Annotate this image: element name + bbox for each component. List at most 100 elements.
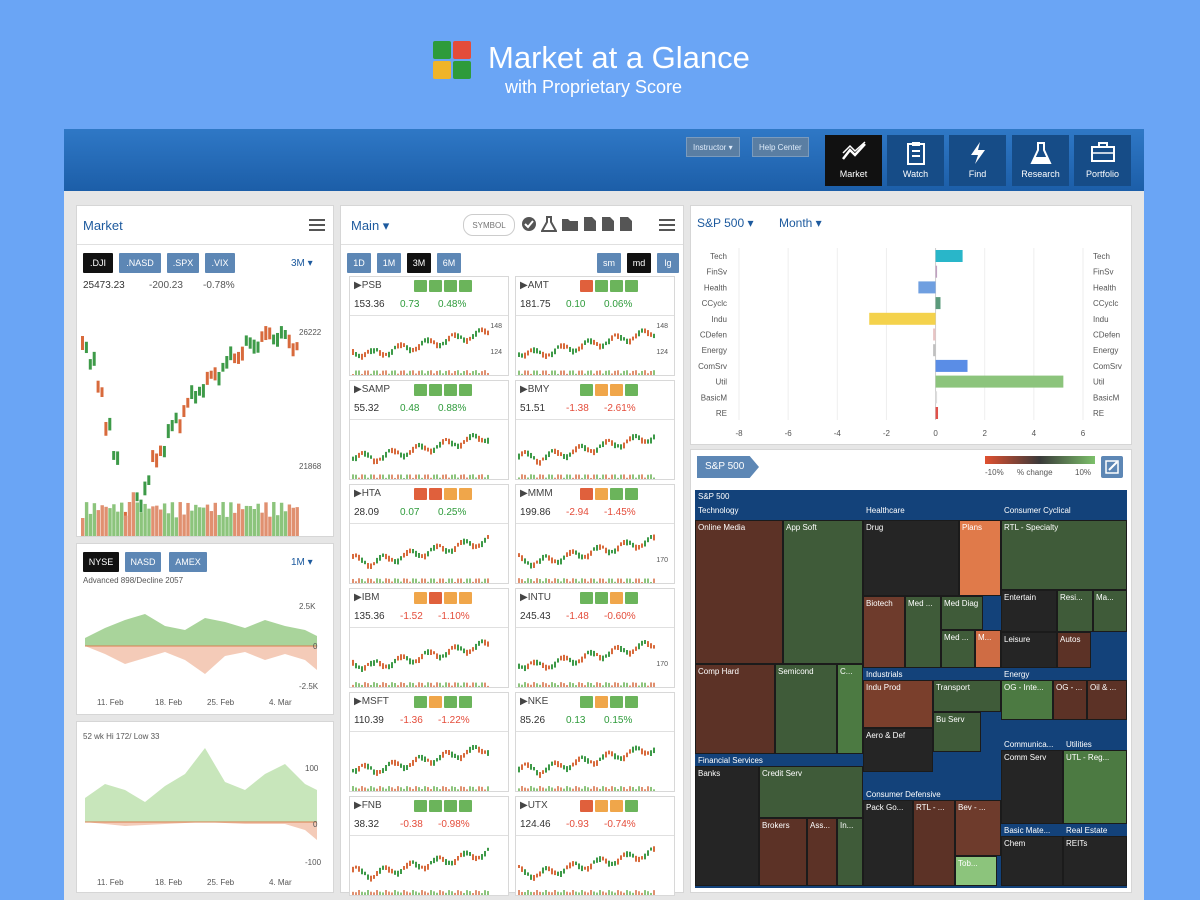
treemap-cell[interactable]: Online Media <box>695 520 783 664</box>
treemap-cell[interactable]: RTL - Specialty <box>1001 520 1127 590</box>
treemap-cell[interactable]: Med ... <box>941 630 975 668</box>
card-symbol[interactable]: ▶IBM <box>354 592 380 603</box>
period-1m[interactable]: 1M <box>377 253 401 273</box>
heatmap-index-tag[interactable]: S&P 500 <box>697 456 759 478</box>
treemap-cell[interactable]: Banks <box>695 766 759 886</box>
treemap-cell[interactable]: Biotech <box>863 596 905 668</box>
card-symbol[interactable]: ▶PSB <box>354 280 382 291</box>
treemap-cell[interactable]: Oil & ... <box>1087 680 1127 720</box>
treemap-cell[interactable]: Autos <box>1057 632 1091 668</box>
treemap-cell[interactable]: Transport <box>933 680 1001 712</box>
menu-icon[interactable] <box>309 219 325 231</box>
sector-bar[interactable] <box>935 391 938 404</box>
sector-bar[interactable] <box>935 265 938 278</box>
treemap-cell[interactable]: Ass... <box>807 818 837 886</box>
treemap-cell[interactable]: Drug <box>863 520 959 596</box>
nav-portfolio-button[interactable]: Portfolio <box>1074 135 1131 186</box>
card-symbol[interactable]: ▶AMT <box>520 280 549 291</box>
tab-nasd[interactable]: .NASD <box>119 253 161 273</box>
index-dropdown[interactable]: S&P 500 ▾ <box>697 216 754 230</box>
size-sm[interactable]: sm <box>597 253 621 273</box>
nav-research-button[interactable]: Research <box>1012 135 1069 186</box>
card-symbol[interactable]: ▶UTX <box>520 800 548 811</box>
menu-icon[interactable] <box>659 219 675 231</box>
treemap-cell[interactable]: C... <box>837 664 863 754</box>
stock-card[interactable]: ▶SAMP 55.32 0.48 0.88% <box>349 380 509 480</box>
treemap-cell[interactable]: UTL - Reg... <box>1063 750 1127 824</box>
flask-icon[interactable] <box>540 216 558 237</box>
sector-bar[interactable] <box>933 328 936 341</box>
folder-icon[interactable] <box>561 216 579 237</box>
nav-market-button[interactable]: Market <box>825 135 882 186</box>
breadth-range-dropdown[interactable]: 1M ▾ <box>291 557 313 568</box>
treemap-cell[interactable]: Med ... <box>905 596 941 668</box>
symbol-input[interactable] <box>463 214 515 236</box>
stock-card[interactable]: ▶PSB 153.36 0.73 0.48% 148 124 <box>349 276 509 376</box>
tab-vix[interactable]: .VIX <box>205 253 235 273</box>
sector-bar[interactable] <box>935 375 1064 388</box>
tab-spx[interactable]: .SPX <box>167 253 199 273</box>
card-symbol[interactable]: ▶FNB <box>354 800 382 811</box>
card-symbol[interactable]: ▶SAMP <box>354 384 391 395</box>
file-add-icon[interactable] <box>583 216 597 237</box>
treemap-cell[interactable]: Tob... <box>955 856 997 886</box>
stock-card[interactable]: ▶MMM 199.86 -2.94 -1.45% 170 <box>515 484 675 584</box>
size-lg[interactable]: lg <box>657 253 679 273</box>
treemap-cell[interactable]: Aero & Def <box>863 728 933 772</box>
treemap-cell[interactable]: OG - ... <box>1053 680 1087 720</box>
stock-card[interactable]: ▶FNB 38.32 -0.38 -0.98% <box>349 796 509 896</box>
tab-nasd-breadth[interactable]: NASD <box>125 552 161 572</box>
treemap-cell[interactable]: Chem <box>1001 836 1063 886</box>
treemap-cell[interactable]: Ma... <box>1093 590 1127 632</box>
nav-find-button[interactable]: Find <box>949 135 1006 186</box>
treemap-cell[interactable]: Entertain <box>1001 590 1057 632</box>
treemap-cell[interactable]: M... <box>975 630 1001 668</box>
period-6m[interactable]: 6M <box>437 253 461 273</box>
treemap-cell[interactable]: Med Diag <box>941 596 983 630</box>
stock-card[interactable]: ▶UTX 124.46 -0.93 -0.74% <box>515 796 675 896</box>
tab-dji[interactable]: .DJI <box>83 253 113 273</box>
period-1d[interactable]: 1D <box>347 253 371 273</box>
nav-watch-button[interactable]: Watch <box>887 135 944 186</box>
treemap-cell[interactable]: Comm Serv <box>1001 750 1063 824</box>
treemap-cell[interactable]: OG - Inte... <box>1001 680 1053 720</box>
period-3m[interactable]: 3M <box>407 253 431 273</box>
instructor-dropdown[interactable]: Instructor ▾ <box>686 137 740 157</box>
period-dropdown[interactable]: Month ▾ <box>779 216 822 230</box>
stock-card[interactable]: ▶HTA 28.09 0.07 0.25% <box>349 484 509 584</box>
stock-card[interactable]: ▶MSFT 110.39 -1.36 -1.22% <box>349 692 509 792</box>
stock-card[interactable]: ▶BMY 51.51 -1.38 -2.61% <box>515 380 675 480</box>
treemap-cell[interactable]: Bev - ... <box>955 800 1001 856</box>
stock-card[interactable]: ▶NKE 85.26 0.13 0.15% <box>515 692 675 792</box>
tab-nyse[interactable]: NYSE <box>83 552 119 572</box>
treemap-cell[interactable]: Resi... <box>1057 590 1093 632</box>
card-symbol[interactable]: ▶HTA <box>354 488 381 499</box>
card-symbol[interactable]: ▶INTU <box>520 592 552 603</box>
check-circle-icon[interactable] <box>521 216 537 237</box>
tab-amex[interactable]: AMEX <box>169 552 207 572</box>
treemap-cell[interactable]: REITs <box>1063 836 1127 886</box>
stock-card[interactable]: ▶IBM 135.36 -1.52 -1.10% <box>349 588 509 688</box>
sector-bar[interactable] <box>935 359 968 372</box>
card-symbol[interactable]: ▶MSFT <box>354 696 389 707</box>
file-import-icon[interactable] <box>601 216 615 237</box>
treemap-cell[interactable]: Bu Serv <box>933 712 981 752</box>
treemap-cell[interactable]: Indu Prod <box>863 680 933 728</box>
treemap-cell[interactable]: App Soft <box>783 520 863 664</box>
size-md[interactable]: md <box>627 253 651 273</box>
card-symbol[interactable]: ▶NKE <box>520 696 549 707</box>
edit-icon[interactable] <box>1101 456 1123 478</box>
treemap-cell[interactable]: Semicond <box>775 664 837 754</box>
watchlist-dropdown[interactable]: Main ▾ <box>351 218 390 233</box>
card-symbol[interactable]: ▶MMM <box>520 488 553 499</box>
treemap-cell[interactable]: Brokers <box>759 818 807 886</box>
sector-bar[interactable] <box>935 250 963 262</box>
treemap-cell[interactable]: Comp Hard <box>695 664 775 754</box>
card-symbol[interactable]: ▶BMY <box>520 384 550 395</box>
sector-bar[interactable] <box>935 297 941 310</box>
treemap-cell[interactable]: Plans <box>959 520 1001 596</box>
sector-bar[interactable] <box>918 281 936 294</box>
sector-bar[interactable] <box>869 312 936 325</box>
sector-bar[interactable] <box>935 407 939 419</box>
help-center-button[interactable]: Help Center <box>752 137 809 157</box>
